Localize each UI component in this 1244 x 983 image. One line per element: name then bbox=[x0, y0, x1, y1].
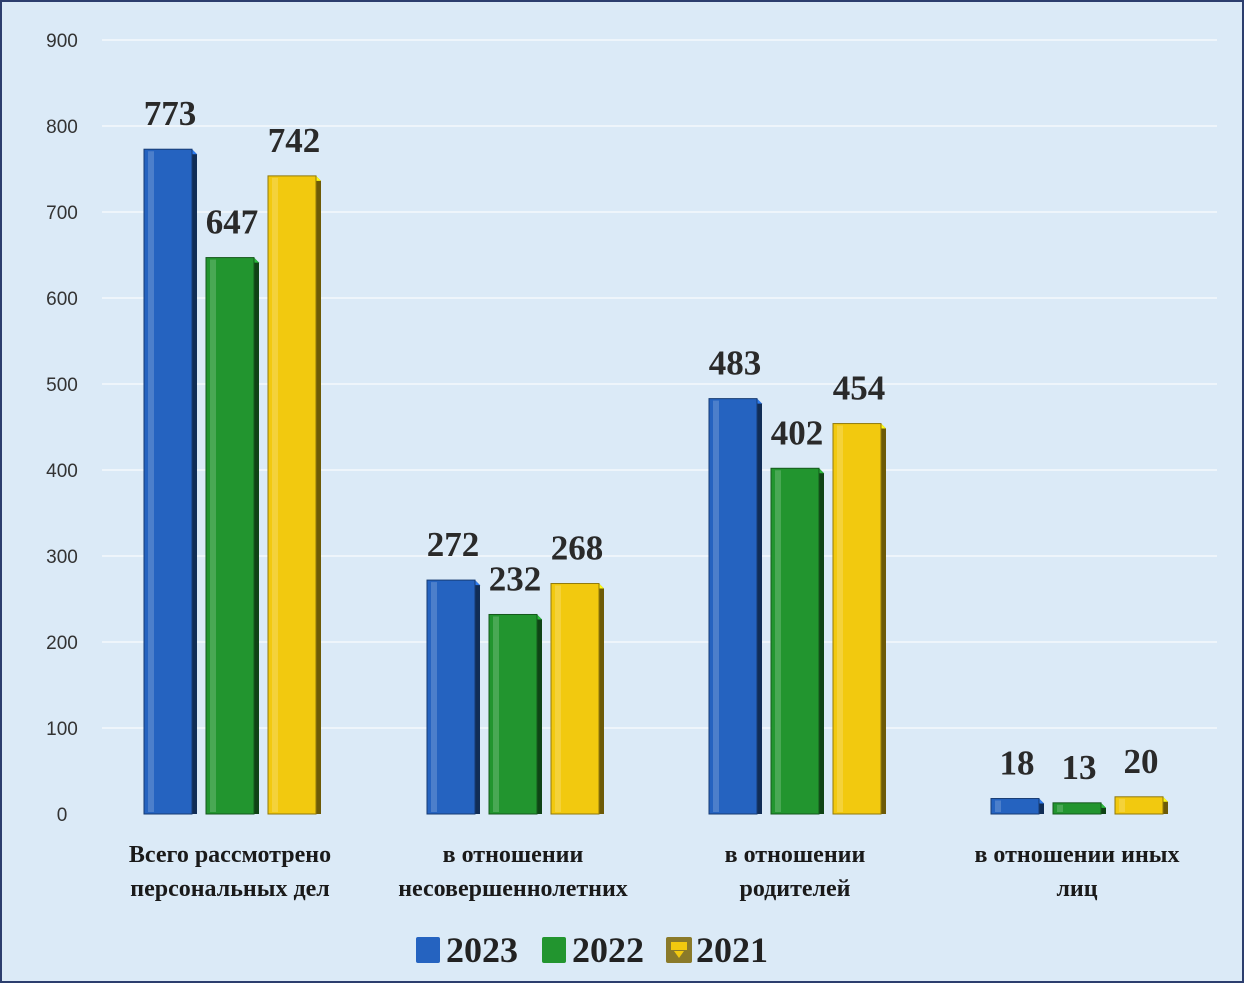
bar-2022-1 bbox=[488, 613, 542, 815]
legend-swatch bbox=[542, 937, 566, 963]
category-label: в отношении родителей bbox=[725, 842, 866, 902]
data-label: 773 bbox=[144, 94, 197, 133]
category-label: в отношении иных лиц bbox=[974, 842, 1179, 902]
category-label: в отношении несовершеннолетних bbox=[398, 842, 628, 902]
data-label: 647 bbox=[206, 203, 259, 242]
data-label: 268 bbox=[551, 529, 604, 568]
legend-label: 2022 bbox=[572, 930, 644, 970]
data-label: 232 bbox=[489, 559, 542, 598]
legend-item-2023: 2023 bbox=[416, 930, 518, 970]
data-label: 483 bbox=[709, 344, 762, 383]
bar-2023-1 bbox=[426, 579, 480, 815]
data-label: 454 bbox=[833, 369, 886, 408]
bars bbox=[143, 148, 1168, 815]
bar-2022-3 bbox=[1052, 802, 1106, 815]
legend-label: 2021 bbox=[696, 930, 768, 970]
legend-label: 2023 bbox=[446, 930, 518, 970]
data-labels: 773 272 483 18 647 232 402 13 742 268 454 20 bbox=[144, 94, 1159, 787]
y-tick-label: 200 bbox=[46, 633, 78, 654]
legend-item-2022: 2022 bbox=[542, 930, 644, 970]
y-tick-label: 700 bbox=[46, 203, 78, 224]
category-label: Всего рассмотрено персональных дел bbox=[129, 842, 331, 902]
data-label: 742 bbox=[268, 121, 321, 160]
y-tick-label: 0 bbox=[57, 805, 68, 826]
bar-2023-3 bbox=[990, 798, 1044, 815]
y-tick-label: 400 bbox=[46, 461, 78, 482]
data-label: 18 bbox=[1000, 744, 1035, 783]
y-tick-label: 600 bbox=[46, 289, 78, 310]
legend-swatch bbox=[416, 937, 440, 963]
y-tick-label: 900 bbox=[46, 31, 78, 52]
y-tick-label: 100 bbox=[46, 719, 78, 740]
y-tick-label: 800 bbox=[46, 117, 78, 138]
bar-2022-2 bbox=[770, 467, 824, 815]
data-label: 272 bbox=[427, 525, 480, 564]
data-label: 13 bbox=[1062, 748, 1097, 787]
bar-2021-3 bbox=[1114, 796, 1168, 815]
bar-2021-2 bbox=[832, 423, 886, 815]
category-labels: Всего рассмотрено персональных дел в отнош… bbox=[129, 842, 1180, 902]
data-label: 20 bbox=[1124, 742, 1159, 781]
data-label: 402 bbox=[771, 413, 824, 452]
bar-2022-0 bbox=[205, 257, 259, 815]
legend: 2023 2022 2021 bbox=[416, 930, 768, 970]
y-tick-label: 500 bbox=[46, 375, 78, 396]
bar-2023-2 bbox=[708, 398, 762, 815]
y-tick-label: 300 bbox=[46, 547, 78, 568]
legend-item-2021: 2021 bbox=[666, 930, 768, 970]
y-axis-ticks: 0 100 200 300 400 500 600 700 800 900 bbox=[46, 31, 78, 826]
bar-2021-0 bbox=[267, 175, 321, 815]
bar-2021-1 bbox=[550, 583, 604, 815]
bar-2023-0 bbox=[143, 148, 197, 815]
